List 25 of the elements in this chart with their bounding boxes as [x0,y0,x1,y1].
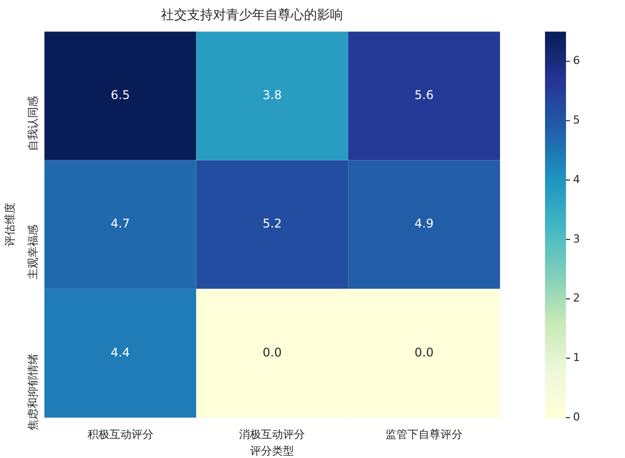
color-bar-label: 1 [573,351,580,364]
data-label: 6.5 [110,88,130,102]
data-label: 5.6 [414,88,434,102]
data-label: 3.8 [262,88,282,102]
data-label: 4.7 [110,216,130,231]
color-bar-label: 2 [573,292,580,305]
y-tick-label: 自我认同感 [26,96,40,151]
color-bar-label: 5 [573,114,580,127]
color-bar-label: 4 [573,172,580,186]
x-tick-label: 消极互动评分 [239,428,306,442]
data-label: 4.9 [414,216,434,231]
color-bar-label: 3 [573,232,580,246]
y-tick-label: 焦虑和抑郁情绪 [26,353,40,430]
y-tick-label: 主观幸福感 [26,224,40,280]
x-tick-label: 监管下自尊评分 [386,428,463,442]
x-tick-label: 积极互动评分 [87,428,154,442]
chart-title: 社交支持对青少年自尊心的影响 [161,7,343,24]
data-label: 0.0 [262,345,282,360]
data-label: 5.2 [262,216,282,231]
y-axis-title: 评估维度 [3,202,16,247]
data-label: 0.0 [414,345,434,360]
data-label: 4.4 [110,345,130,360]
color-bar-label: 6 [573,54,580,68]
x-axis-title: 评分类型 [250,444,294,458]
color-bar-label: 0 [573,410,580,424]
